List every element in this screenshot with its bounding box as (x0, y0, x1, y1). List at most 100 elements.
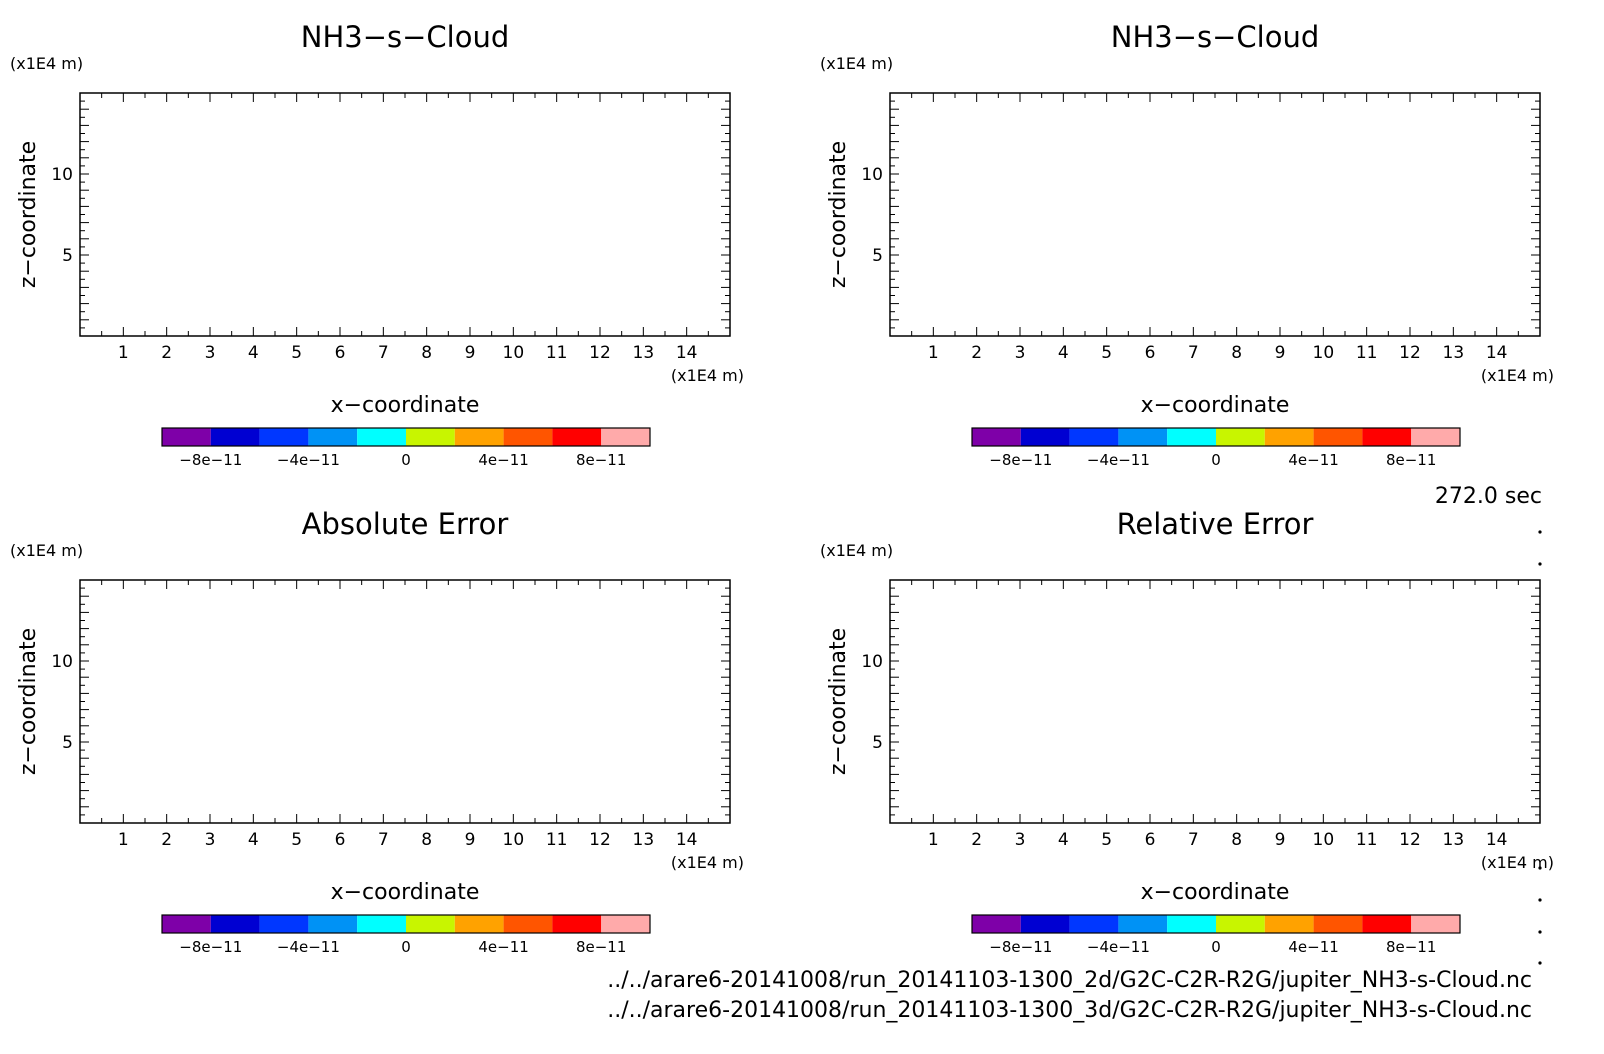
colorbar-swatch (1118, 428, 1168, 446)
x-tick-label: 10 (1313, 830, 1335, 850)
x-tick-label: 1 (928, 830, 939, 850)
colorbar-tick-label: 0 (401, 938, 411, 956)
colorbar-tick-label: −8e−11 (179, 451, 242, 469)
x-tick-label: 11 (1356, 830, 1378, 850)
colorbar-swatch (259, 428, 309, 446)
y-unit-label: (x1E4 m) (820, 541, 893, 560)
x-tick-label: 4 (1058, 343, 1069, 363)
x-tick-label: 14 (1486, 830, 1508, 850)
colorbar-swatch (357, 915, 406, 933)
colorbar-swatch (1069, 428, 1119, 446)
colorbar-swatch (1313, 915, 1363, 933)
y-unit-label: (x1E4 m) (10, 54, 83, 73)
colorbar-swatch (210, 915, 260, 933)
x-unit-label: (x1E4 m) (671, 366, 744, 385)
colorbar-swatch (162, 428, 211, 446)
colorbar-swatch (210, 428, 260, 446)
x-tick-label: 4 (248, 343, 259, 363)
colorbar-tick-label: −4e−11 (277, 938, 340, 956)
colorbar-swatch (1264, 915, 1314, 933)
x-tick-label: 1 (118, 830, 129, 850)
panel-title: NH3−s−Cloud (301, 20, 510, 54)
colorbar-tick-label: 0 (401, 451, 411, 469)
colorbar-swatch (601, 428, 650, 446)
x-tick-label: 11 (546, 343, 568, 363)
colorbar-swatch (1167, 428, 1216, 446)
x-tick-label: 12 (1399, 830, 1421, 850)
colorbar-tick-label: −4e−11 (277, 451, 340, 469)
x-tick-label: 12 (589, 830, 611, 850)
x-tick-label: 2 (971, 830, 982, 850)
x-tick-label: 11 (546, 830, 568, 850)
colorbar-swatch (308, 428, 358, 446)
colorbar-tick-label: 8e−11 (576, 938, 626, 956)
y-tick-label: 5 (872, 733, 883, 753)
time-label: 272.0 sec (1435, 484, 1542, 509)
x-tick-label: 5 (291, 343, 302, 363)
plot-frame (889, 579, 1541, 824)
colorbar-swatch (1118, 915, 1168, 933)
y-tick-label: 5 (62, 246, 73, 266)
x-tick-label: 2 (161, 830, 172, 850)
colorbar-tick-label: 4e−11 (1288, 451, 1338, 469)
x-tick-label: 13 (1443, 830, 1465, 850)
x-tick-label: 9 (465, 830, 476, 850)
edge-dot-marker (1538, 898, 1542, 902)
x-tick-label: 5 (1101, 830, 1112, 850)
x-tick-label: 3 (1015, 830, 1026, 850)
x-tick-label: 6 (335, 343, 346, 363)
colorbar-tick-label: 8e−11 (1386, 451, 1436, 469)
x-tick-label: 14 (676, 830, 698, 850)
colorbar-swatch (1020, 428, 1070, 446)
colorbar-tick-label: 0 (1211, 938, 1221, 956)
colorbar-swatch (308, 915, 358, 933)
x-tick-label: 10 (503, 343, 525, 363)
colorbar-swatch (406, 428, 455, 446)
x-tick-label: 8 (421, 343, 432, 363)
x-unit-label: (x1E4 m) (671, 853, 744, 872)
x-tick-label: 8 (1231, 830, 1242, 850)
colorbar-frame (971, 914, 1461, 934)
y-tick-label: 10 (51, 652, 73, 672)
colorbar-tick-label: 8e−11 (1386, 938, 1436, 956)
colorbar-swatch (1216, 428, 1265, 446)
colorbar-tick-label: −8e−11 (989, 938, 1052, 956)
colorbar-tick-label: 8e−11 (576, 451, 626, 469)
edge-dot-marker (1538, 961, 1542, 965)
colorbar-tick-label: −4e−11 (1087, 938, 1150, 956)
y-tick-label: 10 (51, 165, 73, 185)
colorbar-swatch (1264, 428, 1314, 446)
x-tick-label: 9 (465, 343, 476, 363)
x-tick-label: 6 (1145, 343, 1156, 363)
colorbar-swatch (1362, 915, 1412, 933)
x-tick-label: 5 (291, 830, 302, 850)
y-tick-label: 10 (861, 652, 883, 672)
x-axis-label: x−coordinate (1141, 393, 1290, 418)
x-tick-label: 9 (1275, 343, 1286, 363)
x-tick-label: 3 (205, 343, 216, 363)
x-tick-label: 14 (676, 343, 698, 363)
plot-frame (79, 579, 731, 824)
colorbar-swatch (1313, 428, 1363, 446)
colorbar-swatch (162, 915, 211, 933)
colorbar-swatch (1411, 915, 1460, 933)
colorbar-swatch (503, 428, 553, 446)
x-tick-label: 8 (421, 830, 432, 850)
y-tick-label: 5 (62, 733, 73, 753)
y-unit-label: (x1E4 m) (820, 54, 893, 73)
x-tick-label: 4 (1058, 830, 1069, 850)
source-file-3d: ../../arare6-20141008/run_20141103-1300_… (607, 998, 1532, 1023)
y-tick-label: 10 (861, 165, 883, 185)
x-tick-label: 2 (971, 343, 982, 363)
edge-dot-marker (1538, 866, 1542, 870)
x-tick-label: 6 (335, 830, 346, 850)
y-axis-label: z−coordinate (826, 628, 851, 775)
x-tick-label: 11 (1356, 343, 1378, 363)
source-file-2d: ../../arare6-20141008/run_20141103-1300_… (607, 968, 1532, 993)
panel-title: Absolute Error (302, 507, 509, 541)
y-axis-label: z−coordinate (16, 628, 41, 775)
x-tick-label: 2 (161, 343, 172, 363)
colorbar-swatch (1362, 428, 1412, 446)
x-tick-label: 8 (1231, 343, 1242, 363)
colorbar-swatch (259, 915, 309, 933)
